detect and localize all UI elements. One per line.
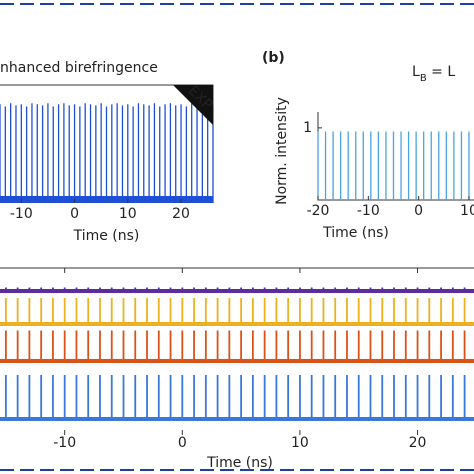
panel-title: nhanced birefringence: [0, 60, 158, 76]
x-tick-label: 10: [291, 435, 309, 451]
x-tick-label: 0: [70, 206, 79, 222]
axes: [317, 112, 474, 201]
x-tick-label: 0: [414, 203, 423, 219]
annotation-part: B: [420, 73, 427, 84]
x-tick-label: -20: [307, 203, 330, 219]
panel-label: (b): [262, 50, 285, 66]
x-tick-label: 10: [119, 206, 137, 222]
x-tick-label: -10: [53, 435, 76, 451]
annotation-part: L: [412, 64, 420, 80]
y-tick-label: 1: [303, 120, 312, 136]
x-tick-label: 10: [460, 203, 474, 219]
x-tick-label: 20: [409, 435, 427, 451]
x-axis-label: Time (ns): [322, 225, 389, 241]
trace-baseline: [0, 322, 474, 326]
x-tick-label: -10: [10, 206, 33, 222]
x-tick-label: -10: [357, 203, 380, 219]
annotation: LB = L: [412, 64, 455, 84]
x-axis-label: Time (ns): [206, 455, 273, 471]
x-axis-label: Time (ns): [73, 228, 140, 244]
x-tick-label: 20: [172, 206, 190, 222]
trace-baseline: [0, 417, 474, 421]
trace-baseline: [0, 289, 474, 293]
x-tick-label: 0: [178, 435, 187, 451]
trace-baseline: [0, 359, 474, 363]
exp-badge: [173, 85, 213, 125]
annotation-part: = L: [427, 64, 456, 80]
y-axis-label: Norm. intensity: [274, 97, 290, 205]
